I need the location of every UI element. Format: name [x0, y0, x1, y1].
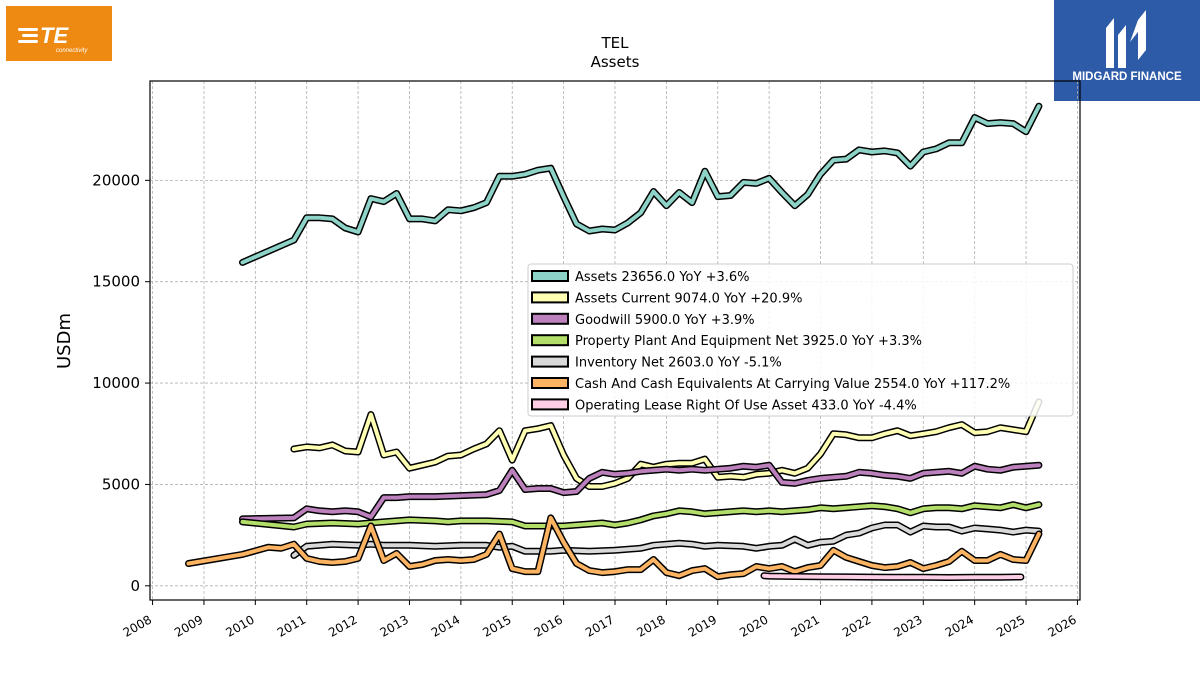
legend-label-operating-lease-right-of-use-asset: Operating Lease Right Of Use Asset 433.0… [575, 398, 917, 413]
legend-swatch-assets-current [531, 291, 569, 304]
te-connectivity-logo: TE connectivity [6, 6, 112, 61]
chart-subtitle: Assets [591, 53, 640, 71]
x-tick-label: 2024 [943, 612, 976, 639]
series-line-assets [240, 104, 1041, 265]
legend-swatch-operating-lease-right-of-use-asset [531, 398, 569, 411]
mf-logo-mark [1130, 10, 1146, 60]
legend-label-property-plant-and-equipment-net: Property Plant And Equipment Net 3925.0 … [575, 334, 922, 349]
legend-box [527, 263, 1074, 417]
series-line-inventory-net [291, 523, 1041, 558]
x-tick-label: 2013 [378, 612, 411, 639]
legend-label-assets-current: Assets Current 9074.0 YoY +20.9% [575, 291, 802, 306]
x-tick-label: 2014 [429, 612, 462, 639]
legend-swatch-assets [531, 270, 569, 282]
y-tick-label: 20000 [92, 171, 140, 189]
x-tick-label: 2010 [223, 612, 256, 639]
y-tick-label: 15000 [92, 273, 140, 291]
x-tick-label: 2009 [172, 612, 205, 639]
x-tick-label: 2026 [1045, 612, 1078, 639]
x-tick-label: 2016 [532, 612, 565, 639]
mf-logo-background [1054, 0, 1200, 101]
te-logo-text: TE [40, 23, 69, 48]
legend-label-assets: Assets 23656.0 YoY +3.6% [575, 270, 750, 285]
y-tick-label: 10000 [92, 374, 140, 392]
legend-swatch-property-plant-and-equipment-net [531, 334, 569, 347]
x-tick-label: 2025 [994, 612, 1027, 639]
series-line-operating-lease-right-of-use-asset [762, 573, 1023, 580]
series-line-assets-current [291, 399, 1041, 489]
legend-label-inventory-net: Inventory Net 2603.0 YoY -5.1% [575, 356, 782, 371]
mf-logo-mark [1118, 25, 1126, 68]
x-tick-label: 2015 [480, 612, 513, 639]
x-tick-label: 2012 [326, 612, 359, 639]
te-logo-stripe [22, 34, 38, 37]
legend-swatch-inventory-net [531, 355, 569, 368]
x-tick-label: 2011 [275, 612, 308, 639]
x-tick-label: 2019 [686, 612, 719, 639]
legend-label-cash-and-cash-equivalents-at-carrying-value: Cash And Cash Equivalents At Carrying Va… [575, 377, 1010, 392]
midgard-finance-logo: MIDGARD FINANCE [1054, 0, 1200, 101]
series-outline-assets [239, 102, 1043, 266]
mf-logo-text: MIDGARD FINANCE [1072, 71, 1182, 83]
y-tick-label: 0 [130, 577, 140, 595]
x-tick-label: 2020 [737, 612, 770, 639]
x-tick-label: 2021 [789, 612, 822, 639]
series-outline-inventory-net [290, 521, 1043, 559]
x-tick-label: 2017 [583, 612, 616, 639]
chart-title: TEL [601, 34, 630, 52]
y-tick-label: 5000 [102, 475, 140, 493]
legend: Assets 23656.0 YoY +3.6% Assets Current 9… [527, 263, 1074, 417]
series-lines [185, 102, 1043, 581]
x-tick-label: 2023 [891, 612, 924, 639]
series-line-cash-and-cash-equivalents-at-carrying-value [186, 515, 1041, 579]
x-tick-label: 2008 [121, 612, 154, 639]
te-logo-subtext: connectivity [56, 48, 88, 54]
legend-swatch-goodwill [531, 312, 569, 325]
legend-label-goodwill: Goodwill 5900.0 YoY +3.9% [575, 313, 755, 328]
te-logo-stripe [18, 28, 38, 31]
te-logo-background [6, 6, 112, 61]
y-axis-label: USDm [54, 313, 75, 369]
x-tick-label: 2022 [840, 612, 873, 639]
x-tick-label: 2018 [634, 612, 667, 639]
mf-logo-mark [1106, 18, 1114, 68]
legend-swatch-cash-and-cash-equivalents-at-carrying-value [531, 377, 569, 389]
series-line-property-plant-and-equipment-net [240, 502, 1041, 529]
te-logo-stripe [18, 40, 38, 43]
series-line-goodwill [240, 463, 1041, 521]
